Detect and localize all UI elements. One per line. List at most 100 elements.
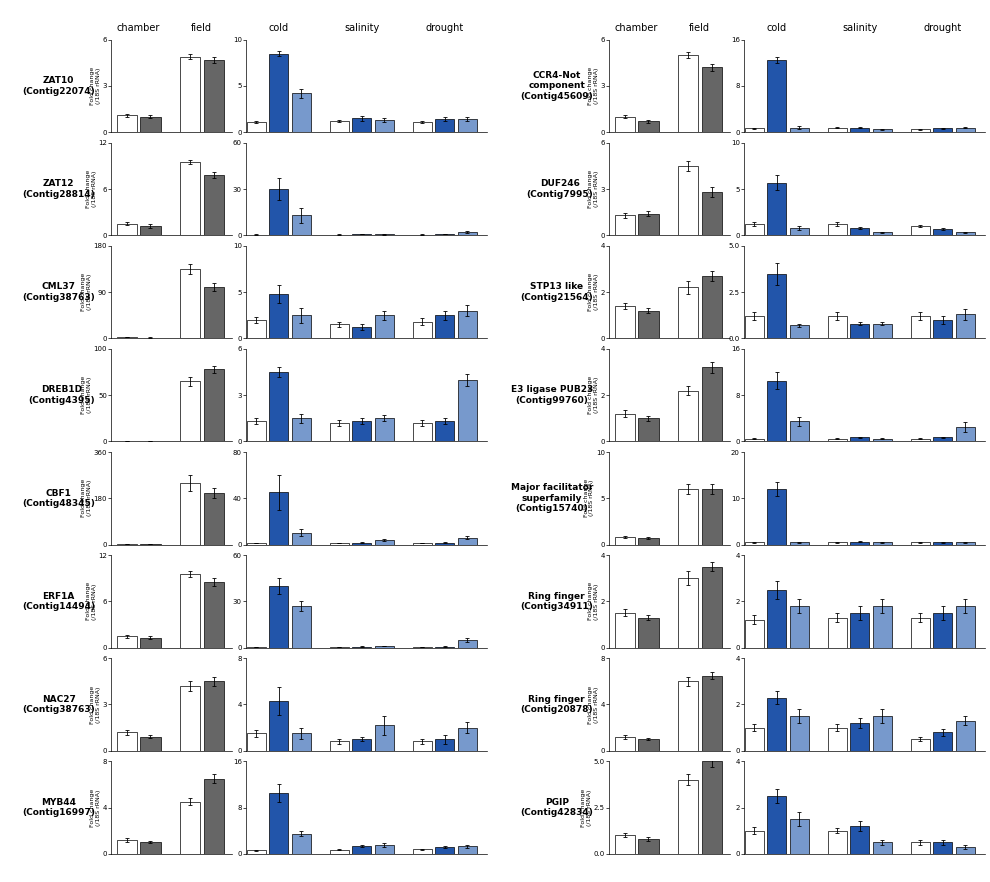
Bar [934,842,952,854]
Bar [828,438,846,441]
Text: Major facilitator
superfamily
(Contig15740): Major facilitator superfamily (Contig157… [511,483,593,513]
Bar [702,192,722,235]
Bar [767,489,786,544]
Bar [292,215,311,235]
Bar [141,638,160,647]
Bar [744,438,764,441]
Bar [375,120,394,132]
Y-axis label: Fold change
(/18S rRNA): Fold change (/18S rRNA) [588,67,599,105]
Bar [413,742,432,751]
Bar [269,54,288,132]
Bar [615,414,635,441]
Bar [269,189,288,235]
Bar [744,620,764,647]
Bar [767,183,786,235]
Bar [873,324,892,339]
Bar [269,701,288,751]
Bar [828,617,846,647]
Bar [790,128,809,132]
Y-axis label: Fold change
(/18S rRNA): Fold change (/18S rRNA) [90,685,101,723]
Bar [269,294,288,339]
Bar [436,315,454,339]
Bar [141,116,160,132]
Bar [269,372,288,441]
Bar [873,542,892,544]
Text: DREB1D
(Contig4395): DREB1D (Contig4395) [29,385,95,405]
Bar [767,698,786,751]
Bar [955,542,975,544]
Bar [639,617,658,647]
Y-axis label: Fold change
(/18S rRNA): Fold change (/18S rRNA) [86,170,97,208]
Bar [180,56,200,132]
Bar [247,850,266,854]
Text: E3 ligase PUB23
(Contig99760): E3 ligase PUB23 (Contig99760) [511,385,593,405]
Text: salinity: salinity [842,23,877,33]
Bar [117,840,137,854]
Bar [790,819,809,854]
Bar [828,542,846,544]
Bar [744,224,764,235]
Bar [292,418,311,441]
Bar [352,739,371,751]
Y-axis label: Fold change
(/18S rRNA): Fold change (/18S rRNA) [588,273,599,311]
Bar [180,482,200,544]
Bar [767,60,786,132]
Text: field: field [191,23,212,33]
Bar [330,742,348,751]
Y-axis label: Fold change
(/18S rRNA): Fold change (/18S rRNA) [588,582,599,620]
Bar [457,119,477,132]
Bar [413,849,432,854]
Bar [292,606,311,647]
Bar [934,228,952,235]
Bar [247,543,266,544]
Bar [767,381,786,441]
Bar [790,325,809,339]
Bar [702,761,722,854]
Bar [117,732,137,751]
Bar [457,380,477,441]
Y-axis label: Fold change
(/18S rRNA): Fold change (/18S rRNA) [86,582,97,620]
Y-axis label: Fold change
(/18S rRNA): Fold change (/18S rRNA) [81,376,92,415]
Bar [678,780,698,854]
Bar [204,287,224,339]
Bar [639,213,658,235]
Y-axis label: Fold change
(/18S rRNA): Fold change (/18S rRNA) [588,376,599,415]
Text: PGIP
(Contig42834): PGIP (Contig42834) [520,798,593,818]
Bar [828,831,846,854]
Bar [352,234,371,235]
Bar [413,122,432,132]
Bar [117,116,137,132]
Text: NAC27
(Contig38763): NAC27 (Contig38763) [23,695,95,714]
Bar [828,128,846,132]
Bar [204,176,224,235]
Bar [678,579,698,647]
Bar [204,582,224,647]
Bar [141,226,160,235]
Bar [204,493,224,544]
Bar [375,540,394,544]
Y-axis label: Fold change
(/18S rRNA): Fold change (/18S rRNA) [90,789,101,826]
Bar [457,846,477,854]
Bar [873,606,892,647]
Text: cold: cold [268,23,289,33]
Bar [678,681,698,751]
Bar [744,728,764,751]
Bar [436,542,454,544]
Bar [850,128,869,132]
Bar [180,381,200,441]
Bar [204,779,224,854]
Bar [850,613,869,647]
Bar [767,796,786,854]
Bar [702,67,722,132]
Bar [790,716,809,751]
Bar [180,686,200,751]
Y-axis label: Fold change
(/18S rRNA): Fold change (/18S rRNA) [90,67,101,105]
Bar [269,586,288,647]
Bar [292,533,311,544]
Bar [352,118,371,132]
Bar [180,162,200,235]
Y-axis label: Fold change
(/18S rRNA): Fold change (/18S rRNA) [81,479,92,518]
Bar [744,542,764,544]
Text: drought: drought [924,23,962,33]
Bar [911,438,930,441]
